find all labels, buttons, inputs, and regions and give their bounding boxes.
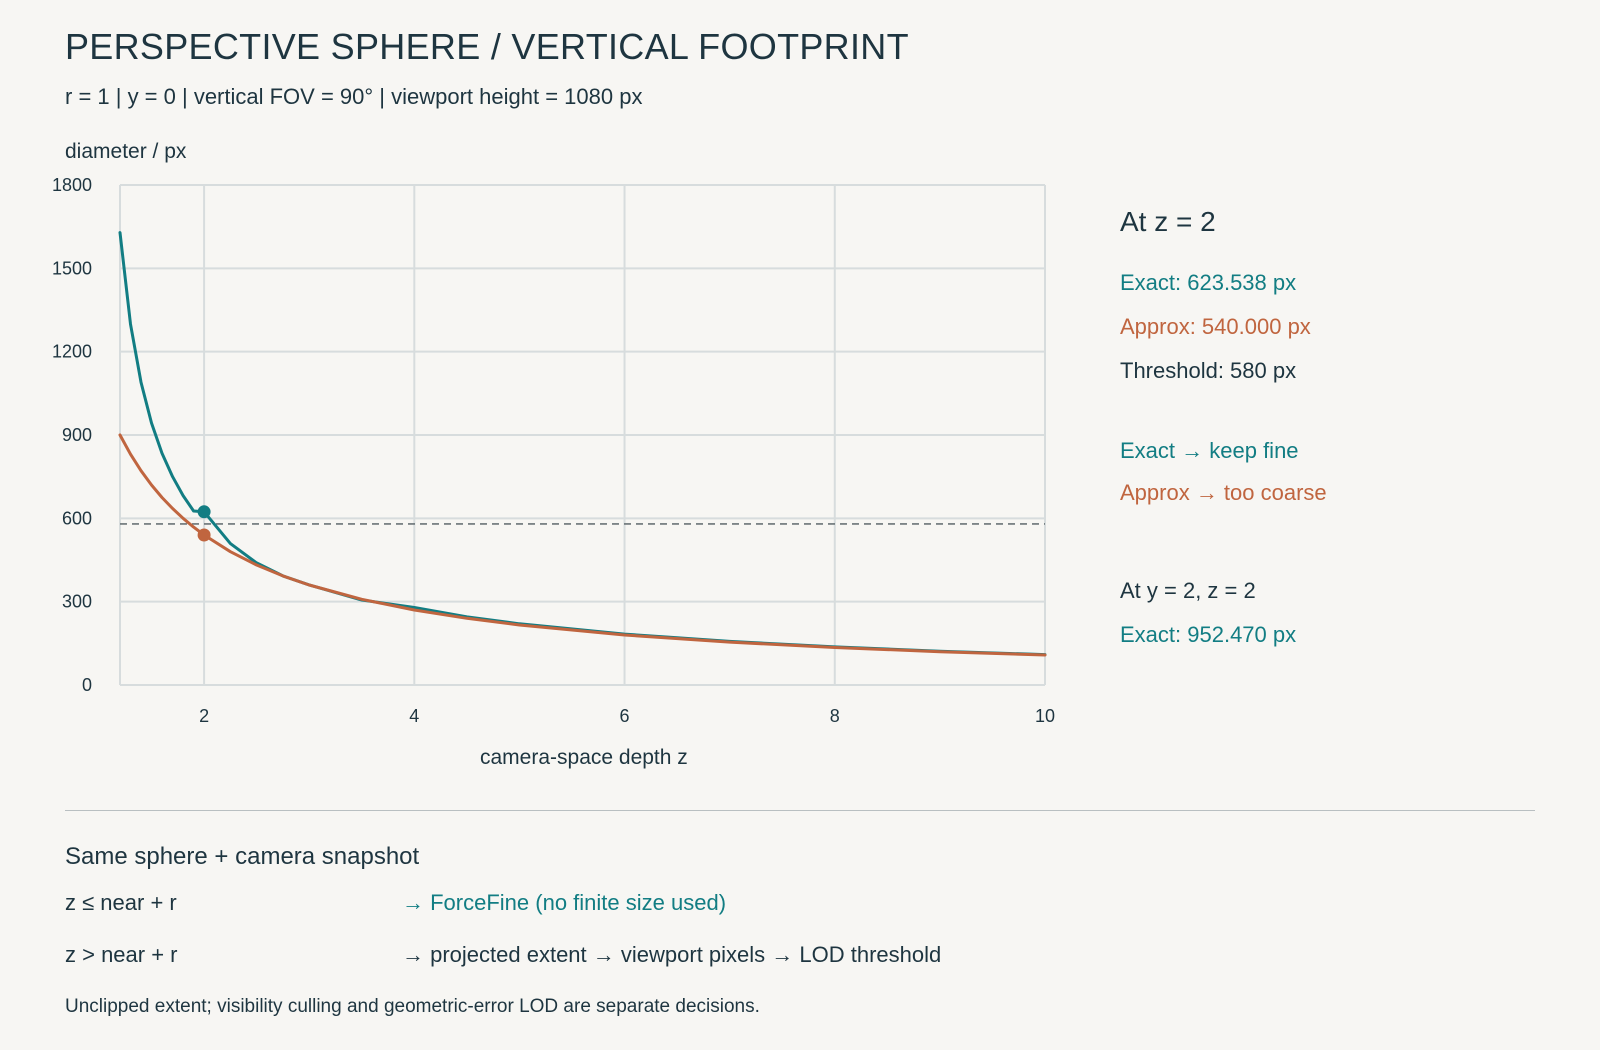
exact-verdict: Exact → keep fine bbox=[1120, 438, 1299, 463]
x-axis-label: camera-space depth z bbox=[480, 746, 688, 769]
x-tick-label: 8 bbox=[830, 706, 840, 726]
rule-result-near: → ForceFine (no finite size used) bbox=[402, 890, 727, 915]
rule-condition-near: z ≤ near + r bbox=[65, 890, 177, 915]
page-subtitle: r = 1 | y = 0 | vertical FOV = 90° | vie… bbox=[65, 84, 643, 109]
threshold-value: Threshold: 580 px bbox=[1120, 358, 1297, 383]
chart-plot: 0 300 600 900 1200 1500 1800 2 4 6 8 10 bbox=[52, 175, 1055, 726]
series-line-exact bbox=[118, 231, 1047, 657]
approx-verdict: Approx → too coarse bbox=[1120, 480, 1327, 505]
section-divider bbox=[65, 810, 1535, 811]
marker-layer bbox=[197, 505, 211, 542]
y-tick-label: 300 bbox=[62, 592, 92, 612]
y-tick-label: 1500 bbox=[52, 258, 92, 278]
approx-value: Approx: 540.000 px bbox=[1120, 314, 1311, 339]
x-tick-label: 2 bbox=[199, 706, 209, 726]
x-tick-label: 4 bbox=[409, 706, 419, 726]
y-tick-label: 1800 bbox=[52, 175, 92, 195]
second-exact-value: Exact: 952.470 px bbox=[1120, 622, 1297, 647]
rules-title: Same sphere + camera snapshot bbox=[65, 843, 420, 870]
rule-result-far: → projected extent → viewport pixels → L… bbox=[402, 942, 942, 967]
y-tick-label: 0 bbox=[82, 675, 92, 695]
chart-grid bbox=[119, 184, 1046, 686]
exact-value: Exact: 623.538 px bbox=[1120, 270, 1297, 295]
y-axis-label: diameter / px bbox=[65, 140, 187, 163]
marker-approx bbox=[197, 528, 211, 542]
y-tick-label: 900 bbox=[62, 425, 92, 445]
x-tick-label: 6 bbox=[620, 706, 630, 726]
y-tick-label: 1200 bbox=[52, 342, 92, 362]
page-title: PERSPECTIVE SPHERE / VERTICAL FOOTPRINT bbox=[65, 26, 909, 67]
chart-ticks: 0 300 600 900 1200 1500 1800 2 4 6 8 10 bbox=[52, 175, 1055, 726]
marker-exact bbox=[197, 505, 211, 519]
footnote: Unclipped extent; visibility culling and… bbox=[65, 996, 760, 1017]
second-heading: At y = 2, z = 2 bbox=[1120, 578, 1256, 603]
y-tick-label: 600 bbox=[62, 508, 92, 528]
rule-condition-far: z > near + r bbox=[65, 942, 178, 967]
x-tick-label: 10 bbox=[1035, 706, 1055, 726]
series-line-approx bbox=[118, 433, 1047, 657]
series-layer bbox=[118, 231, 1047, 657]
side-heading: At z = 2 bbox=[1120, 206, 1216, 237]
